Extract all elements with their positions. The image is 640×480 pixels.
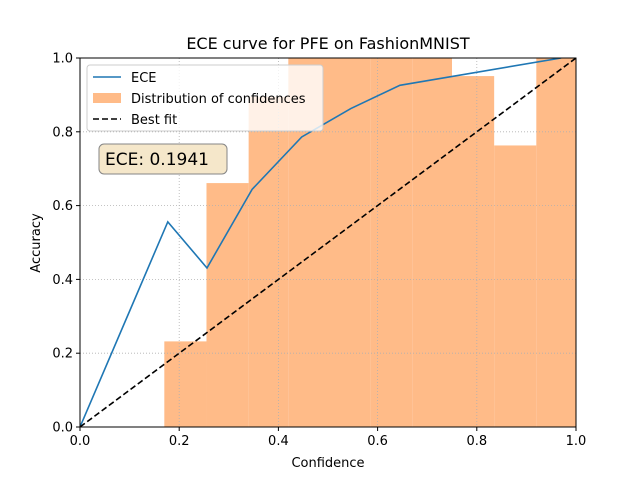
histogram-bar-2 [248,96,289,428]
chart-title: ECE curve for PFE on FashionMNIST [186,34,470,53]
x-tick-label-4: 0.8 [466,434,487,449]
y-tick-label-0: 0.0 [52,421,73,436]
histogram-bar-5 [370,58,413,427]
y-tick-label-2: 0.4 [52,273,73,288]
y-tick-label-4: 0.8 [52,125,73,140]
y-tick-label-5: 1.0 [52,52,73,67]
x-tick-label-0: 0.0 [70,434,91,449]
legend-box [86,64,324,132]
x-tick-label-2: 0.4 [268,434,289,449]
legend-swatch-1 [93,93,121,103]
legend-label-0: ECE [131,71,157,86]
y-axis-label: Accuracy [29,213,44,273]
x-axis-label: Confidence [291,456,364,471]
histogram-bar-8 [494,145,537,427]
histogram-bar-7 [452,76,495,428]
legend-label-2: Best fit [131,113,177,128]
y-tick-label-3: 0.6 [52,199,73,214]
histogram-bar-4 [328,58,371,427]
series-line-best-fit [80,58,576,427]
y-tick-label-1: 0.2 [52,347,73,362]
legend-label-1: Distribution of confidences [131,92,306,107]
histogram-bar-9 [536,58,576,427]
plot-area: 0.00.0 0.2 0.2 0.4 0.4 0.6 0.6 0.8 0.8 1.0 1.0 ECE:… [52,52,586,450]
x-tick-label-5: 1.0 [566,434,587,449]
series-line-ece [80,58,562,427]
histogram-bar-6 [412,58,452,427]
histogram-bar-0 [164,341,207,427]
histogram-bar-1 [206,183,249,427]
x-tick-label-3: 0.6 [367,434,388,449]
ece-annotation-text: ECE: 0.1941 [105,150,209,170]
ece-annotation-box [98,143,228,175]
x-tick-label-1: 0.2 [169,434,190,449]
axes-frame [79,57,577,428]
